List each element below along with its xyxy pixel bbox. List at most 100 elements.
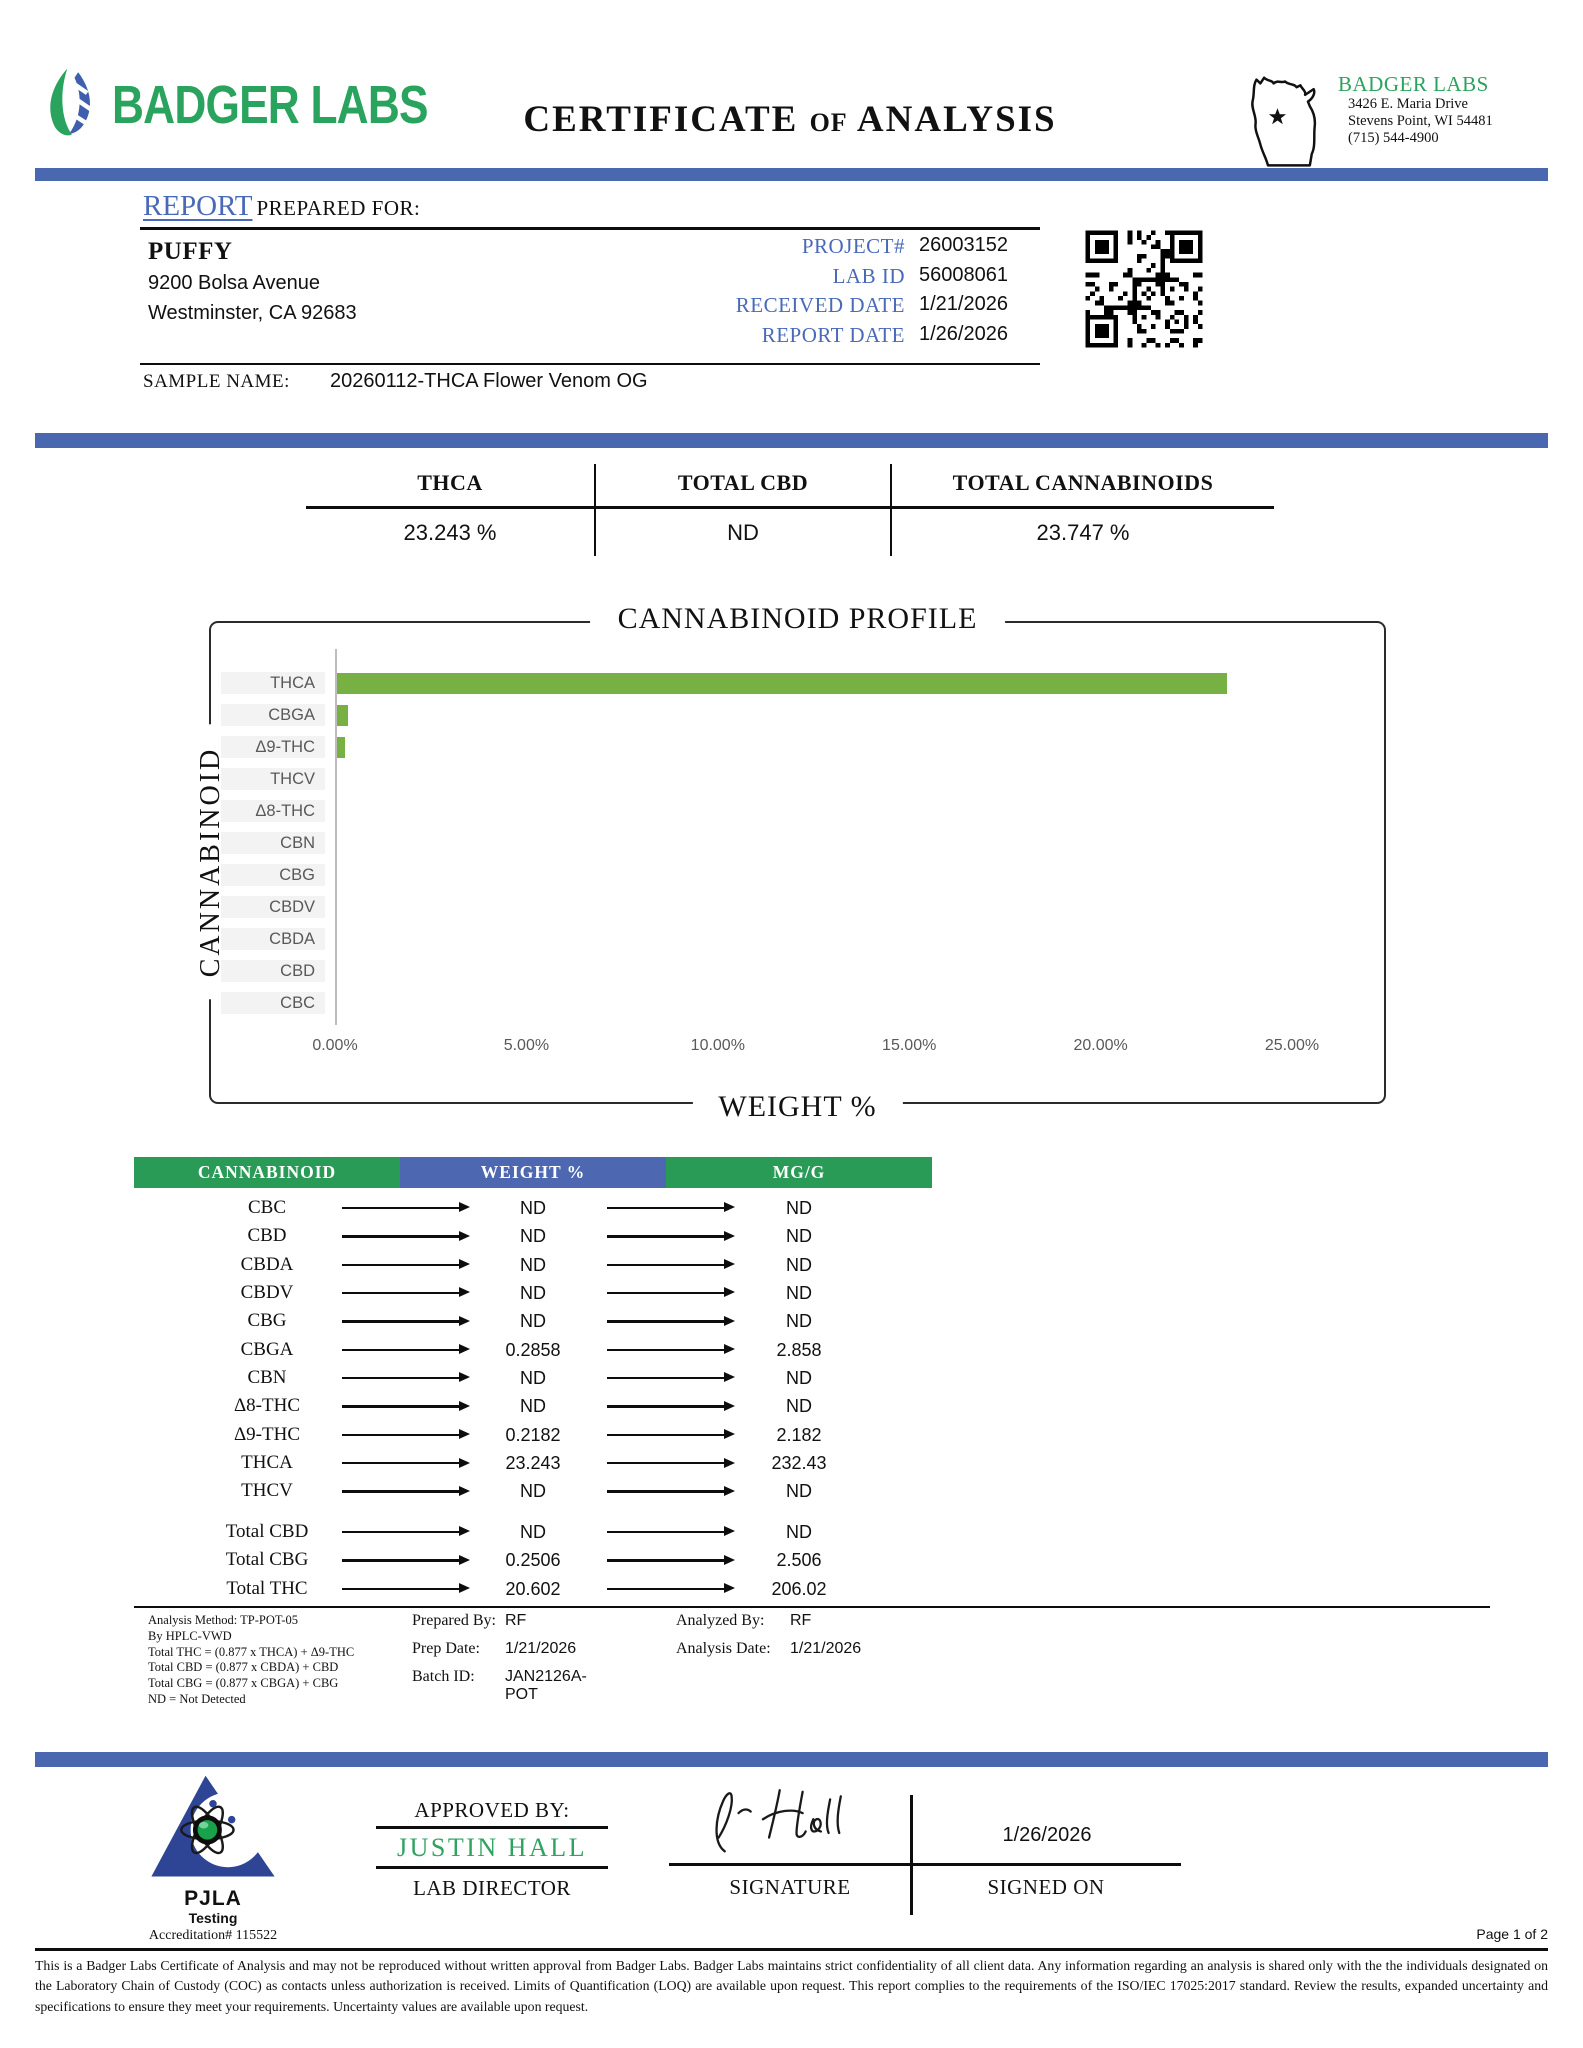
lab-name: BADGER LABS	[1338, 72, 1489, 96]
table-mgg-value: ND	[786, 1522, 812, 1542]
divider-bar-mid	[35, 433, 1548, 448]
summary-header: THCA	[306, 464, 594, 509]
table-row: CBN ND ND	[134, 1364, 932, 1392]
chart-x-tick: 5.00%	[503, 1037, 550, 1054]
wisconsin-icon	[1251, 76, 1317, 167]
title-word-analysis: ANALYSIS	[856, 99, 1057, 140]
chart-axis-line	[335, 649, 337, 1025]
table-weight-value: ND	[520, 1522, 546, 1542]
arrow-icon	[607, 1553, 735, 1566]
brand-wordmark: BADGER LABS	[112, 75, 429, 135]
note-row: Prepared By: RF	[412, 1612, 526, 1640]
table-weight-value: ND	[520, 1311, 546, 1332]
lab-phone: (715) 544-4900	[1348, 130, 1439, 146]
table-row: CBC ND ND	[134, 1194, 932, 1222]
report-word: REPORT	[143, 190, 253, 222]
chart-x-tick: 15.00%	[882, 1037, 937, 1054]
report-prepared-for-heading: REPORT PREPARED FOR:	[143, 190, 420, 223]
report-field: PROJECT# 26003152	[575, 234, 1008, 264]
sample-rule	[140, 363, 1040, 365]
chart-category-label: CBGA	[221, 704, 325, 726]
signed-on-date: 1/26/2026	[1002, 1824, 1092, 1846]
table-mgg-value: ND	[786, 1311, 812, 1332]
chart-category-label: THCA	[221, 672, 325, 694]
report-field-value: 1/26/2026	[919, 322, 1008, 345]
results-table-header-cell: MG/G	[666, 1157, 932, 1188]
pjla-name: PJLA	[184, 1887, 242, 1910]
note-value: 1/21/2026	[790, 1640, 862, 1657]
report-fields: PROJECT# 26003152 LAB ID 56008061 RECEIVED D…	[575, 234, 1008, 352]
chart-category-label: CBN	[221, 832, 325, 854]
table-cannabinoid-name: THCA	[241, 1452, 293, 1474]
summary-value: ND	[727, 520, 759, 545]
footer-rule	[35, 1948, 1548, 1951]
client-address-line1: 9200 Bolsa Avenue	[148, 272, 321, 294]
signature-rule	[669, 1863, 1181, 1866]
arrow-icon	[607, 1525, 735, 1538]
arrow-icon	[342, 1201, 470, 1214]
table-cannabinoid-name: CBG	[247, 1310, 287, 1332]
arrow-icon	[342, 1314, 470, 1327]
arrow-icon	[342, 1428, 470, 1441]
arrow-icon	[342, 1582, 470, 1595]
cannabinoid-profile-chart: CANNABINOID PROFILE WEIGHT % CANNABINOID…	[195, 602, 1386, 1124]
table-row: THCV ND ND	[134, 1477, 932, 1505]
note-label: Prepared By:	[412, 1612, 496, 1629]
chart-category-label: CBC	[221, 992, 325, 1014]
report-field: RECEIVED DATE 1/21/2026	[575, 293, 1008, 323]
table-mgg-value: 2.858	[776, 1339, 822, 1360]
title-word-certificate: CERTIFICATE	[523, 99, 799, 140]
signature-divider	[910, 1795, 913, 1915]
arrow-icon	[607, 1286, 735, 1299]
table-row: CBDA ND ND	[134, 1251, 932, 1279]
report-field-label: REPORT DATE	[761, 322, 905, 347]
table-weight-value: ND	[520, 1283, 546, 1304]
table-weight-value: ND	[520, 1368, 546, 1389]
arrow-icon	[342, 1229, 470, 1242]
report-field: LAB ID 56008061	[575, 264, 1008, 294]
client-address-line2: Westminster, CA 92683	[148, 302, 357, 324]
note-label: Prep Date:	[412, 1640, 480, 1657]
report-heading-rule	[140, 227, 1040, 230]
arrow-icon	[607, 1456, 735, 1469]
table-mgg-value: ND	[786, 1396, 812, 1417]
analysis-note-line: Total CBD = (0.877 x CBDA) + CBD	[148, 1660, 339, 1675]
arrow-icon	[607, 1582, 735, 1595]
arrow-icon	[607, 1343, 735, 1356]
summary-cell: TOTAL CBD ND	[594, 464, 890, 556]
sample-name-value: 20260112-THCA Flower Venom OG	[330, 370, 648, 392]
table-cannabinoid-name: Δ8-THC	[233, 1395, 301, 1417]
approved-by-label: APPROVED BY:	[414, 1798, 570, 1822]
prepared-for-label: PREPARED FOR:	[256, 196, 421, 220]
summary-value: 23.243 %	[403, 520, 497, 545]
report-field-label: RECEIVED DATE	[735, 293, 905, 317]
results-table-totals: Total CBD ND ND Total CBG 0.2506 2.506 Total T…	[134, 1518, 932, 1603]
chart-category-label: CBDA	[221, 928, 325, 950]
table-cannabinoid-name: Δ9-THC	[233, 1423, 301, 1445]
table-mgg-value: 232.43	[771, 1453, 827, 1474]
approved-rule-bottom	[376, 1866, 608, 1869]
disclaimer-text: This is a Badger Labs Certificate of Ana…	[35, 1958, 1548, 2014]
arrow-icon	[607, 1258, 735, 1271]
lab-address-line2: Stevens Point, WI 54481	[1348, 113, 1493, 129]
prepared-by-block: Prepared By: RF Prep Date: 1/21/2026 Batch I…	[412, 1612, 587, 1703]
table-cannabinoid-name: CBC	[247, 1197, 287, 1218]
table-row: CBGA 0.2858 2.858	[134, 1336, 932, 1364]
lab-address-line1: 3426 E. Maria Drive	[1348, 96, 1468, 112]
signature-icon	[715, 1789, 842, 1853]
chart-category-label: CBD	[221, 960, 325, 982]
results-table-header-cell: WEIGHT %	[400, 1157, 666, 1188]
results-table-header: CANNABINOID WEIGHT % MG/G	[134, 1157, 932, 1188]
results-table-body: CBC ND ND CBD ND ND CBDA ND ND CBDV ND ND CBG ND ND CBG…	[134, 1194, 932, 1506]
table-weight-value: ND	[520, 1198, 546, 1218]
document-title: CERTIFICATE OF ANALYSIS	[480, 98, 1100, 141]
table-row: THCA 23.243 232.43	[134, 1449, 932, 1477]
report-field-label: PROJECT#	[801, 234, 905, 258]
analysis-note-line: By HPLC-VWD	[148, 1628, 232, 1643]
table-row: Total CBD ND ND	[134, 1518, 932, 1546]
table-weight-value: 0.2858	[505, 1339, 561, 1360]
results-table-header-cell: CANNABINOID	[134, 1157, 400, 1188]
table-row: Δ8-THC ND ND	[134, 1392, 932, 1420]
table-weight-value: ND	[520, 1481, 546, 1502]
star-icon	[1268, 108, 1287, 125]
